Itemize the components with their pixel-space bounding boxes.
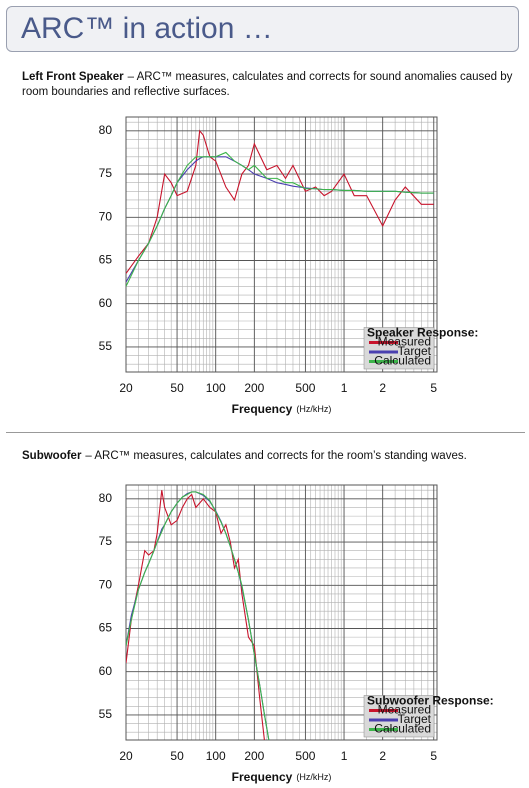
y-tick-label: 60 [99,664,113,678]
series-line [126,490,265,740]
plot-border [125,484,438,741]
x-tick-label: 200 [244,749,264,763]
plot-border [125,116,438,373]
x-tick-label: 20 [119,381,133,395]
legend-label: Calculated [374,722,431,736]
section: Left Front Speaker – ARC™ measures, calcu… [22,70,522,100]
y-tick-label: 65 [99,253,113,267]
x-tick-label: 50 [170,749,184,763]
header: ARC™ in action … [6,6,519,52]
x-tick-label: 1 [341,749,348,763]
header-title: ARC™ in action … [21,12,273,45]
x-tick-label: 100 [206,749,226,763]
x-axis-title: Frequency [232,770,293,784]
legend-label: Target [398,712,432,726]
x-tick-label: 20 [119,749,133,763]
x-tick-label: 50 [170,381,184,395]
section-heading: Subwoofer [22,450,82,462]
y-tick-label: 80 [99,491,113,505]
legend-title: Subwoofer Response: [367,694,494,708]
y-tick-label: 55 [99,707,113,721]
legend-label: Target [398,344,432,358]
series-line [126,151,434,287]
section-heading: Left Front Speaker [22,71,124,83]
series-layer [126,490,270,740]
legend-label: Measured [378,703,431,717]
legend-label: Measured [378,335,431,349]
x-tick-label: 2 [379,381,386,395]
y-tick-label: 65 [99,621,113,635]
divider [6,432,525,433]
x-axis-unit: (Hz/kHz) [296,404,331,414]
x-axis-title: Frequency [232,402,293,416]
y-tick-label: 80 [99,123,113,137]
x-tick-label: 5 [430,749,437,763]
x-tick-label: 200 [244,381,264,395]
y-tick-label: 75 [99,166,113,180]
section-text: – ARC™ measures, calculates and corrects… [22,71,513,98]
y-tick-label: 60 [99,296,113,310]
y-tick-label: 70 [99,209,113,223]
section: Subwoofer – ARC™ measures, calculates and… [22,449,522,464]
x-tick-label: 5 [430,381,437,395]
x-tick-label: 500 [295,749,315,763]
series-line [126,491,270,740]
legend-title: Speaker Response: [367,326,478,340]
x-axis-label: Frequency (Hz/kHz) [232,770,332,784]
legend-label: Calculated [374,354,431,368]
x-axis-unit: (Hz/kHz) [296,772,331,782]
x-tick-label: 500 [295,381,315,395]
y-tick-label: 55 [99,339,113,353]
y-tick-label: 75 [99,534,113,548]
y-tick-label: 70 [99,577,113,591]
series-layer [126,129,434,287]
section-text: – ARC™ measures, calculates and corrects… [85,450,467,462]
x-tick-label: 1 [341,381,348,395]
x-tick-label: 100 [206,381,226,395]
x-tick-label: 2 [379,749,386,763]
x-axis-label: Frequency (Hz/kHz) [232,402,332,416]
